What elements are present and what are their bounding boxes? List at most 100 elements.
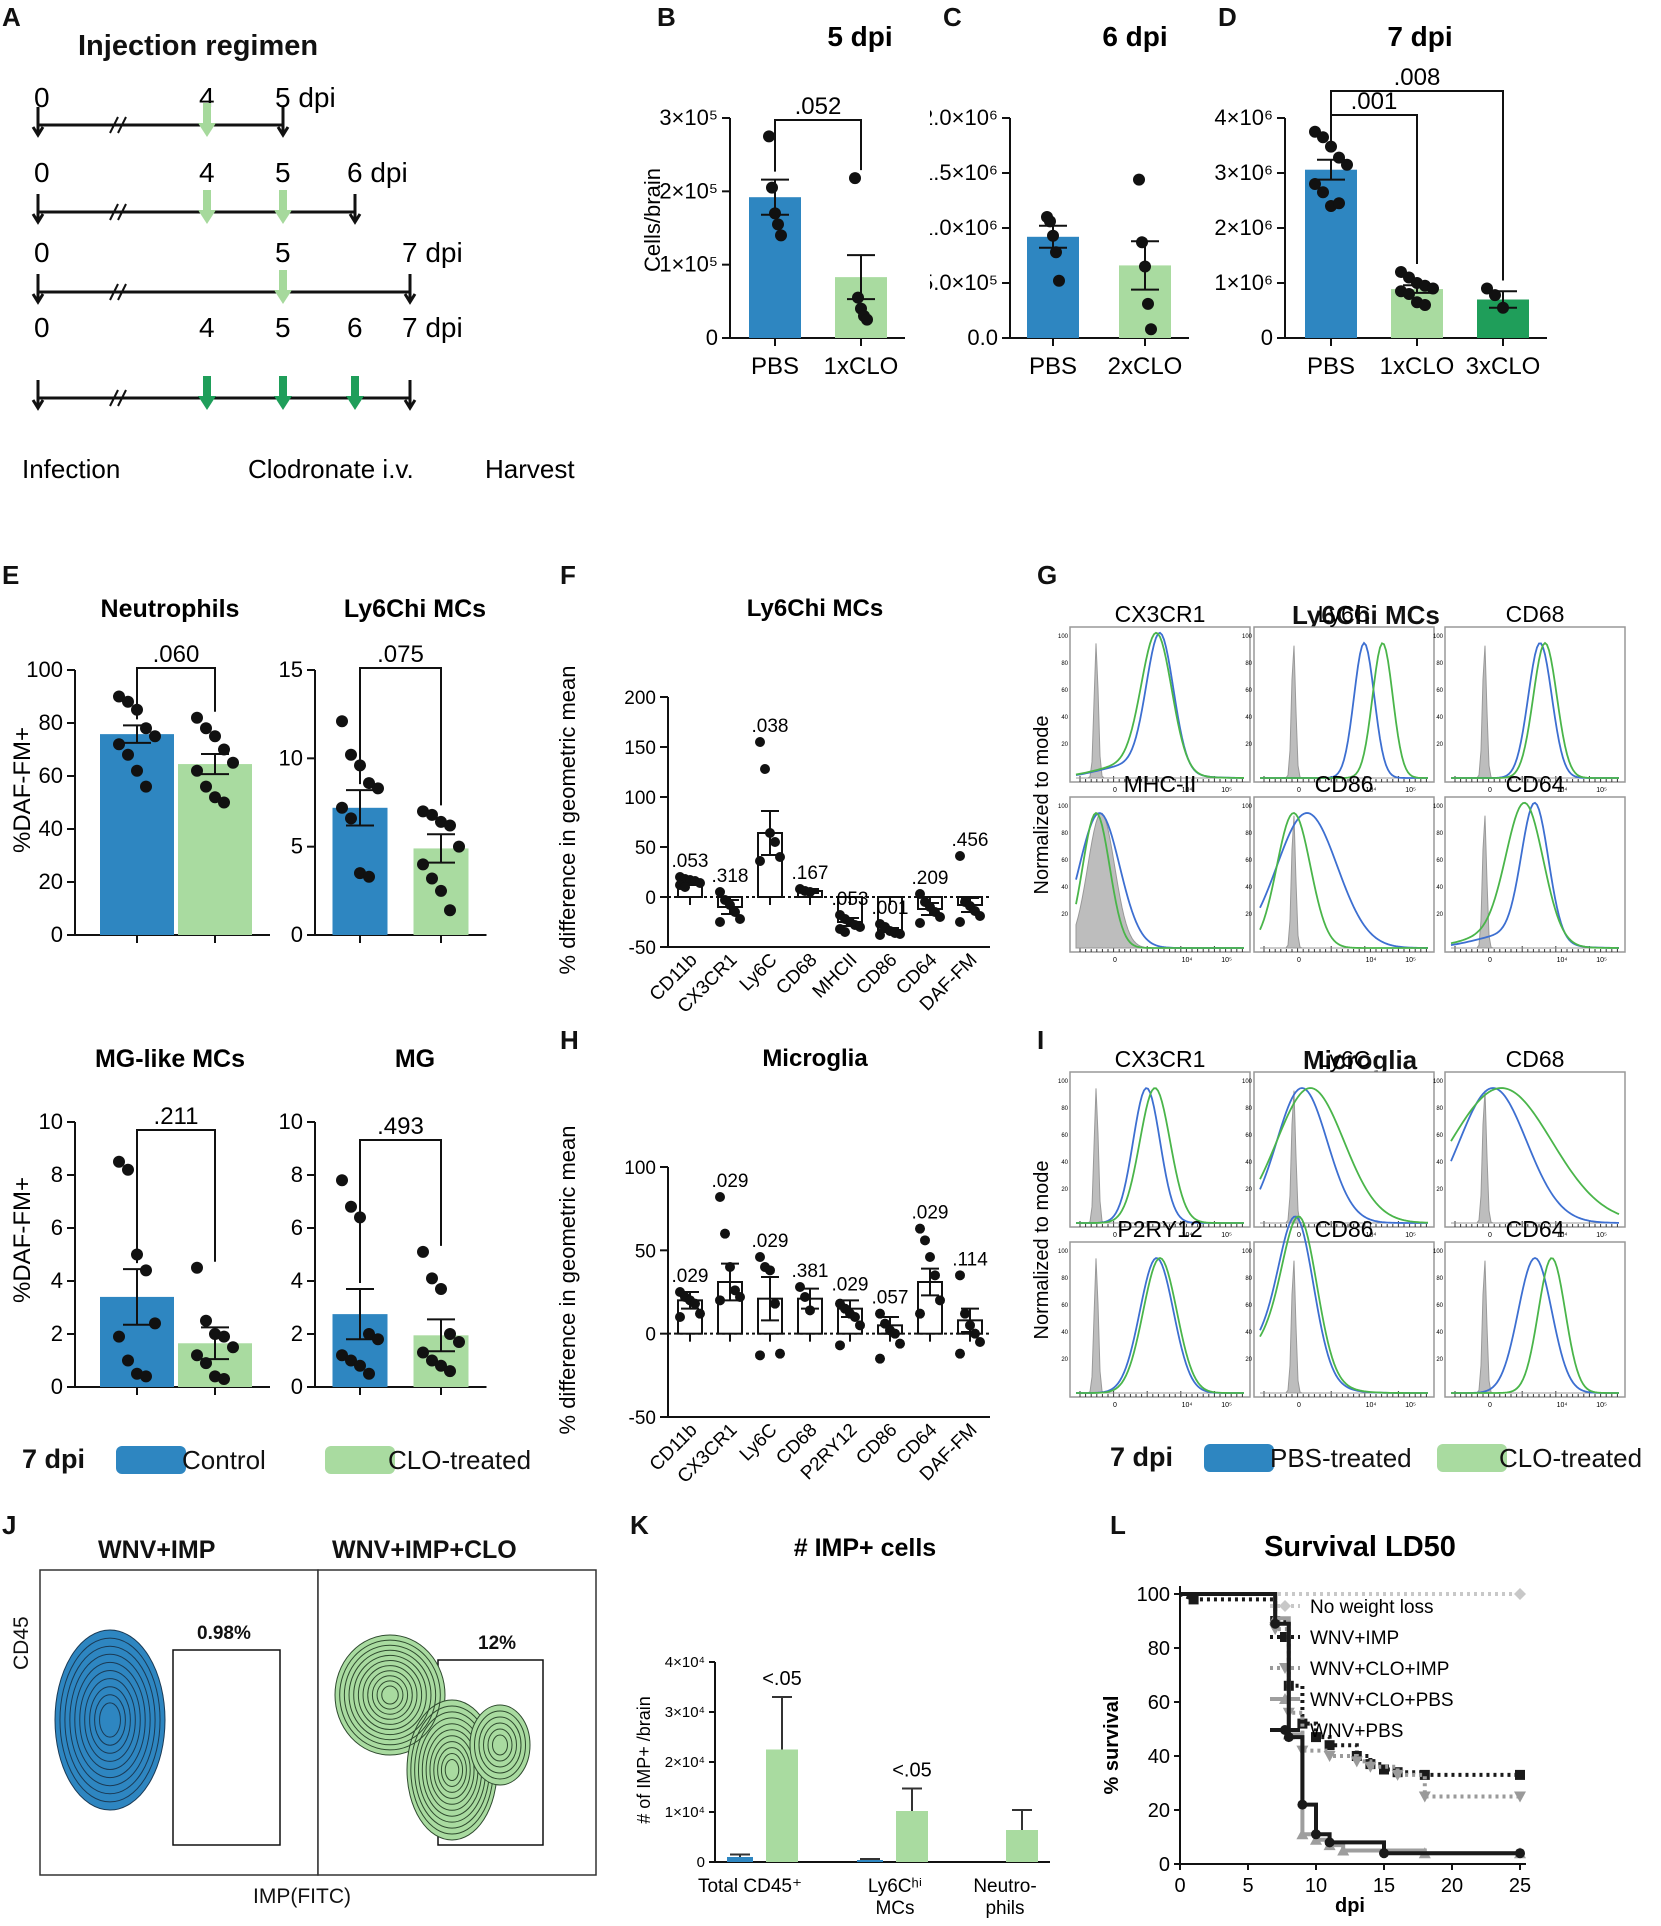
data-point	[975, 1337, 985, 1347]
histogram-frame-cd68	[1444, 626, 1626, 783]
marker-triangle-down	[1323, 1751, 1336, 1762]
y-tick-label: 0	[291, 1374, 303, 1399]
injection-arrow-head	[198, 396, 216, 410]
marker-square	[1297, 1718, 1308, 1729]
x-tick-label-ly6chi-mcs-line-0: Ly6Cʰⁱ	[868, 1876, 922, 1897]
data-point	[227, 756, 239, 769]
data-point	[336, 1349, 348, 1362]
panel-j-xlabel: IMP(FITC)	[253, 1885, 351, 1908]
contour-imp	[64, 1645, 156, 1795]
histogram-x-label: 0	[1113, 957, 1117, 964]
data-point	[336, 715, 348, 728]
contour-imp-clo-tail	[440, 1753, 464, 1787]
data-point	[715, 917, 725, 927]
survival-line-wnv-imp	[1179, 1592, 1520, 1777]
marker-square	[1311, 1732, 1321, 1743]
pbs-histogram-line	[1259, 812, 1429, 949]
marker-circle	[1311, 1829, 1321, 1840]
y-tick-label: 20	[1148, 1800, 1170, 1822]
histogram-label-cx3cr1: CX3CR1	[1115, 1046, 1206, 1072]
histogram-x-label: 0	[1113, 1402, 1117, 1409]
y-tick-label: 10	[39, 1109, 63, 1134]
legend-gi-pbs-label: PBS-treated	[1270, 1443, 1412, 1473]
data-point	[769, 207, 781, 220]
histogram-y-tick: 100	[1058, 804, 1069, 810]
y-tick-label: 20	[39, 869, 63, 894]
histogram-y-tick: 40	[1061, 715, 1068, 721]
injection-arrow-head	[274, 210, 292, 224]
data-point	[775, 229, 787, 242]
data-point	[800, 1292, 810, 1302]
histogram-x-label: 0	[1488, 787, 1492, 794]
histogram-y-tick: 20	[1245, 912, 1252, 918]
contour-imp-clo-main	[339, 1639, 441, 1751]
x-tick-label-pbs: PBS	[751, 353, 799, 380]
p-value: .029	[712, 1171, 749, 1192]
histogram-y-tick: 60	[1436, 1133, 1443, 1139]
x-tick-label-total-cd45-line-0: Total CD45⁺	[698, 1876, 802, 1897]
data-point	[453, 1335, 465, 1348]
injection-regimen-title: Injection regimen	[78, 30, 319, 62]
y-tick-label: 1×10⁴	[665, 1804, 705, 1821]
data-point	[1341, 158, 1353, 171]
histogram-x-label: 10⁴	[1366, 787, 1377, 794]
data-point	[444, 1365, 456, 1378]
y-tick-label: 3×10⁴	[665, 1704, 705, 1721]
data-point	[960, 1308, 970, 1319]
marker-triangle-down	[1391, 1769, 1404, 1781]
data-point	[113, 1155, 125, 1168]
data-point	[209, 730, 221, 743]
marker-triangle-down	[1418, 1791, 1431, 1803]
histogram-y-tick: 100	[1433, 804, 1444, 810]
panel-label-k: K	[630, 1510, 649, 1540]
data-point	[1053, 274, 1065, 287]
data-point	[850, 1312, 860, 1322]
chart-b-5dpi: 5 dpi 0 1×10⁵ 2×10⁵ 3×10⁵ PBS 1xCLO .052 Cells/b…	[640, 21, 905, 380]
axis-break	[117, 203, 127, 221]
histogram-x-label: 10⁴	[1182, 787, 1193, 794]
p-value: .053	[672, 851, 709, 872]
y-tick-label: 60	[39, 763, 63, 788]
data-point	[690, 1298, 700, 1309]
data-point	[417, 1346, 429, 1359]
legend-e: 7 dpi Control CLO-treated	[20, 1442, 560, 1482]
data-point	[363, 1367, 375, 1380]
bar-control	[100, 734, 174, 935]
timeline-label-0: 0	[34, 82, 50, 113]
y-tick-label: 10	[279, 1109, 303, 1134]
data-point	[1145, 323, 1157, 336]
histogram-x-label: 10⁵	[1596, 787, 1607, 794]
data-point	[444, 1328, 456, 1340]
histogram-y-tick: 80	[1245, 1106, 1252, 1112]
y-tick-label: 0	[51, 922, 63, 947]
panel-j-title-imp-clo: WNV+IMP+CLO	[332, 1536, 517, 1564]
data-point	[755, 1350, 765, 1361]
contour-imp-clo-tail	[429, 1735, 475, 1805]
axis-break	[117, 283, 127, 301]
data-point	[1427, 282, 1439, 295]
y-tick-label: 4×10⁶	[1214, 105, 1273, 130]
data-point	[735, 914, 745, 924]
legend-gi-time: 7 dpi	[1110, 1442, 1174, 1472]
p-value: .053	[832, 889, 869, 910]
histogram-frame-cd86	[1253, 796, 1435, 953]
y-tick-label: 0	[706, 325, 718, 350]
histogram-x-label: 10⁴	[1366, 1232, 1377, 1239]
legend-label-wnv-pbs: WNV+PBS	[1310, 1721, 1403, 1742]
y-tick-label: 2×10⁶	[1214, 215, 1273, 240]
histogram-y-tick: 100	[1433, 1249, 1444, 1255]
significance-p-value: .211	[154, 1103, 199, 1130]
significance-p-value: .008	[1394, 64, 1441, 91]
y-tick-label: 40	[39, 816, 63, 841]
p-value: .456	[952, 830, 989, 851]
contour-imp-clo-main	[376, 1680, 404, 1710]
histogram-y-tick: 60	[1061, 688, 1068, 694]
data-point	[735, 1292, 745, 1302]
injection-arrow-head	[274, 396, 292, 410]
data-point	[1317, 131, 1329, 144]
timeline-label-6: 6	[347, 312, 363, 343]
data-point	[775, 852, 785, 862]
y-tick-label: 0	[697, 1854, 705, 1871]
chart-title: # IMP+ cells	[794, 1534, 936, 1562]
panel-label-a: A	[2, 2, 21, 32]
